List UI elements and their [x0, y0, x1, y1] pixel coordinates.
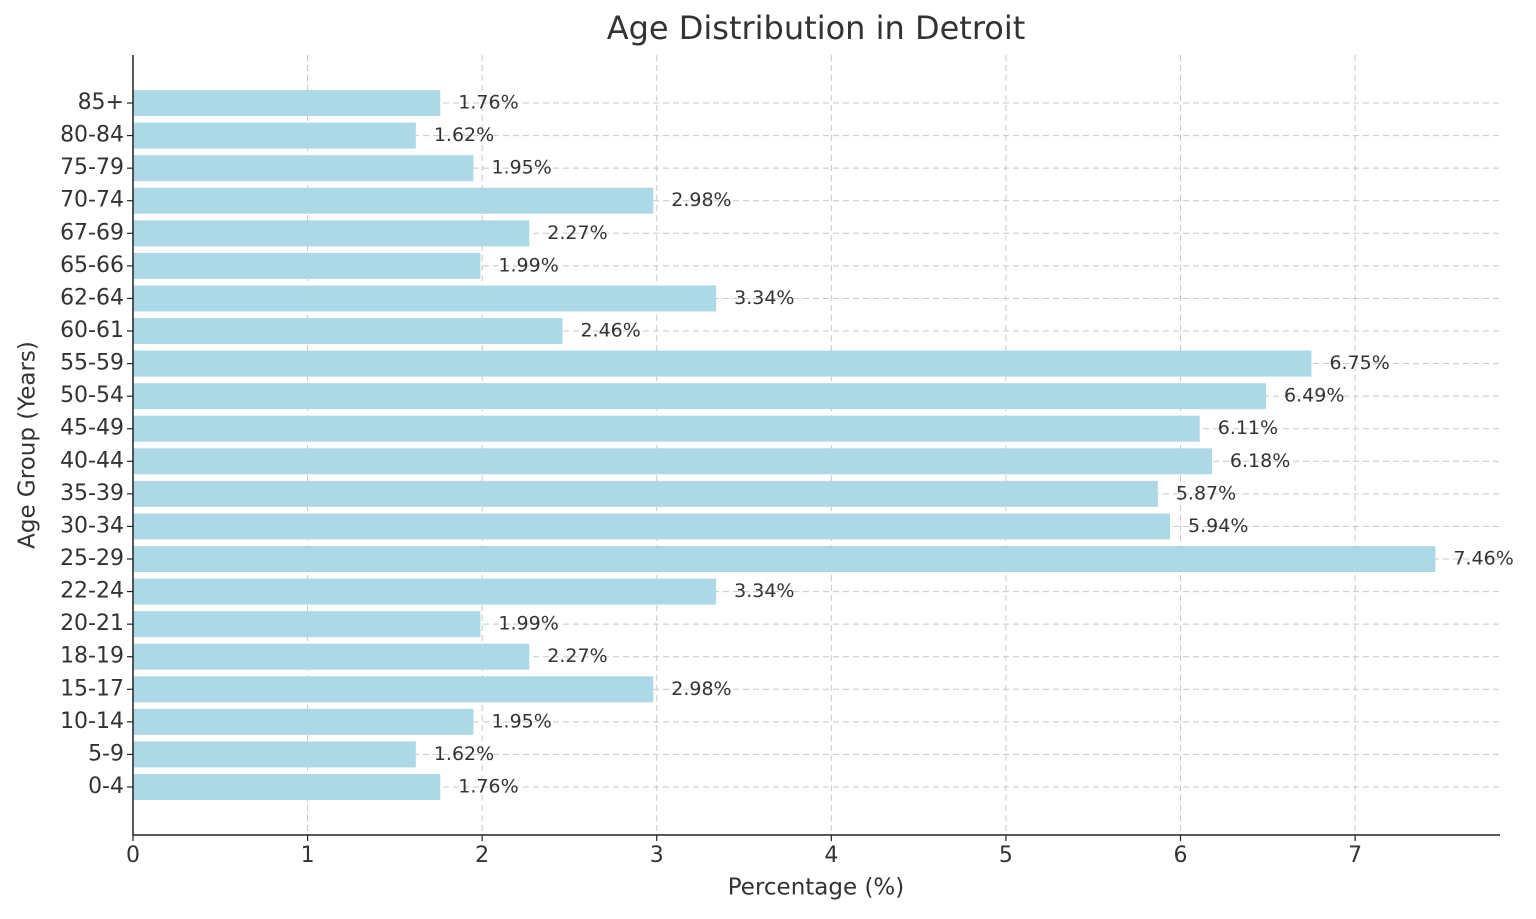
bar [133, 611, 481, 638]
value-label: 2.46% [580, 320, 640, 342]
y-tick-label: 67-69 [60, 220, 124, 245]
bar [133, 415, 1200, 442]
y-tick-label: 30-34 [60, 513, 124, 538]
value-label: 7.46% [1453, 548, 1513, 570]
y-tick-label: 20-21 [60, 611, 124, 636]
bar [133, 252, 481, 279]
bar [133, 578, 717, 605]
x-tick-label: 5 [999, 843, 1013, 868]
x-tick-label: 1 [301, 843, 315, 868]
bar [133, 155, 474, 182]
x-tick-label: 7 [1348, 843, 1362, 868]
value-label: 6.75% [1329, 352, 1389, 374]
x-tick-label: 4 [824, 843, 838, 868]
y-tick-label: 75-79 [60, 155, 124, 180]
bar [133, 285, 717, 312]
y-tick-label: 85+ [78, 90, 124, 115]
y-axis-label: Age Group (Years) [15, 341, 41, 549]
y-tick-label: 5-9 [88, 741, 124, 766]
bar [133, 708, 474, 735]
bar [133, 676, 654, 703]
value-label: 2.98% [671, 678, 731, 700]
bar [133, 122, 416, 149]
y-tick-label: 40-44 [60, 448, 124, 473]
bar [133, 318, 563, 345]
y-tick-label: 80-84 [60, 123, 124, 148]
value-label: 1.95% [491, 157, 551, 179]
bar [133, 350, 1312, 377]
x-tick-label: 3 [650, 843, 664, 868]
value-label: 5.87% [1176, 482, 1236, 504]
value-label: 3.34% [734, 287, 794, 309]
value-label: 1.95% [491, 710, 551, 732]
y-tick-label: 60-61 [60, 318, 124, 343]
value-label: 1.62% [434, 743, 494, 765]
bar [133, 741, 416, 768]
y-tick-label: 10-14 [60, 709, 124, 734]
y-tick-label: 15-17 [60, 676, 124, 701]
bar [133, 546, 1436, 573]
value-label: 1.76% [458, 92, 518, 114]
value-label: 1.99% [498, 254, 558, 276]
x-axis-label: Percentage (%) [728, 875, 905, 901]
value-label: 6.18% [1230, 450, 1290, 472]
x-tick-label: 2 [475, 843, 489, 868]
y-tick-label: 0-4 [88, 774, 124, 799]
value-label: 2.98% [671, 189, 731, 211]
bar [133, 187, 654, 214]
bar [133, 448, 1212, 475]
bar [133, 774, 441, 800]
bar [133, 643, 530, 670]
value-label: 6.49% [1284, 385, 1344, 407]
y-tick-label: 35-39 [60, 481, 124, 506]
value-label: 1.99% [498, 613, 558, 635]
y-tick-label: 62-64 [60, 285, 124, 310]
value-label: 1.76% [458, 776, 518, 798]
bar [133, 90, 441, 117]
y-tick-label: 22-24 [60, 579, 124, 604]
value-label: 5.94% [1188, 515, 1248, 537]
x-tick-label: 0 [126, 843, 140, 868]
y-tick-label: 55-59 [60, 351, 124, 376]
value-label: 1.62% [434, 124, 494, 146]
x-tick-label: 6 [1174, 843, 1188, 868]
bar [133, 220, 530, 247]
y-tick-label: 18-19 [60, 644, 124, 669]
y-tick-label: 25-29 [60, 546, 124, 571]
y-tick-label: 45-49 [60, 416, 124, 441]
value-label: 3.34% [734, 580, 794, 602]
y-tick-label: 70-74 [60, 188, 124, 213]
bar [133, 513, 1171, 540]
value-label: 2.27% [547, 645, 607, 667]
value-label: 6.11% [1218, 417, 1278, 439]
bar [133, 383, 1267, 410]
y-tick-label: 65-66 [60, 253, 124, 278]
bar [133, 480, 1158, 507]
y-tick-label: 50-54 [60, 383, 124, 408]
value-label: 2.27% [547, 222, 607, 244]
chart-title: Age Distribution in Detroit [607, 9, 1026, 47]
